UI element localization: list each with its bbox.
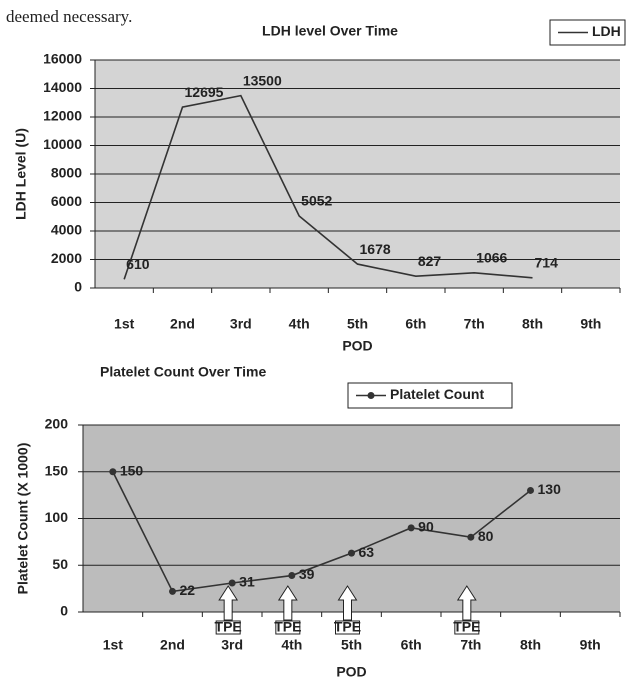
x-axis-title: POD [342, 338, 372, 354]
x-tick-label: 8th [520, 637, 541, 653]
y-tick-label: 8000 [51, 165, 82, 181]
y-tick-label: 0 [74, 279, 82, 295]
y-tick-label: 16000 [43, 51, 82, 67]
x-tick-label: 8th [522, 316, 543, 332]
x-tick-label: 4th [289, 316, 310, 332]
chart-title: Platelet Count Over Time [100, 364, 266, 380]
data-point [527, 486, 534, 494]
annotation-box [335, 620, 360, 635]
x-tick-label: 4th [281, 637, 302, 653]
x-tick-label: 6th [405, 316, 426, 332]
annotation-arrow [218, 585, 239, 621]
x-tick-label: 5th [341, 637, 362, 653]
data-label: 39 [299, 566, 315, 582]
annotation-box [454, 620, 480, 635]
x-tick-label: 7th [464, 316, 485, 332]
data-point [109, 468, 117, 476]
data-label: 63 [359, 544, 375, 560]
y-tick-label: 14000 [43, 79, 82, 95]
x-tick-label: 6th [401, 637, 422, 653]
y-tick-label: 150 [45, 462, 69, 478]
annotation-label: TPE [453, 619, 480, 635]
x-tick-label: 3rd [230, 316, 252, 332]
x-tick-label: 9th [580, 637, 601, 653]
x-tick-label: 3rd [221, 637, 243, 653]
y-tick-label: 200 [45, 416, 69, 432]
data-point [467, 533, 475, 541]
x-tick-label: 2nd [170, 316, 195, 332]
y-tick-label: 50 [52, 556, 68, 572]
data-label: 827 [418, 253, 442, 269]
y-axis-title: LDH Level (U) [13, 128, 29, 220]
annotation-box [215, 620, 241, 635]
y-tick-label: 100 [45, 509, 69, 525]
annotation-box [275, 620, 301, 635]
data-label: 31 [239, 574, 255, 590]
caption-text: deemed necessary. [6, 7, 132, 26]
data-label: 12695 [185, 84, 224, 100]
y-tick-label: 12000 [43, 108, 82, 124]
annotation-arrow [277, 585, 298, 621]
data-label: 714 [535, 255, 559, 271]
annotation-arrow [456, 585, 477, 621]
y-tick-label: 10000 [43, 136, 82, 152]
data-label: 80 [478, 528, 494, 544]
y-tick-label: 0 [60, 603, 68, 619]
data-line [123, 94, 533, 280]
x-tick-label: 9th [580, 316, 601, 332]
data-point [288, 572, 296, 580]
annotation-label: TPE [334, 619, 361, 635]
data-label: 1678 [360, 241, 391, 257]
data-point [407, 524, 415, 532]
chart-title: LDH level Over Time [262, 23, 398, 39]
x-axis-title: POD [336, 664, 366, 680]
x-tick-label: 5th [347, 316, 368, 332]
data-label: 130 [538, 481, 562, 497]
legend-label: Platelet Count [390, 386, 484, 402]
data-point [169, 587, 176, 595]
annotation-arrow [337, 585, 358, 621]
legend-marker [367, 392, 375, 399]
data-point [348, 549, 355, 557]
y-axis-title: Platelet Count (X 1000) [15, 443, 31, 595]
y-tick-label: 4000 [51, 222, 82, 238]
data-label: 13500 [243, 72, 282, 88]
annotation-label: TPE [274, 619, 301, 635]
data-label: 22 [180, 582, 196, 598]
y-tick-label: 2000 [51, 250, 82, 266]
x-tick-label: 1st [114, 316, 135, 332]
data-point [228, 579, 236, 587]
legend-label: LDH [592, 23, 621, 39]
data-label: 1066 [476, 250, 507, 266]
data-label: 610 [126, 256, 150, 272]
y-tick-label: 6000 [51, 193, 82, 209]
data-label: 150 [120, 462, 144, 478]
annotation-label: TPE [215, 619, 242, 635]
data-line [112, 471, 531, 593]
data-label: 5052 [301, 193, 332, 209]
x-tick-label: 7th [460, 637, 481, 653]
data-label: 90 [418, 519, 434, 535]
x-tick-label: 2nd [160, 637, 185, 653]
x-tick-label: 1st [103, 637, 124, 653]
